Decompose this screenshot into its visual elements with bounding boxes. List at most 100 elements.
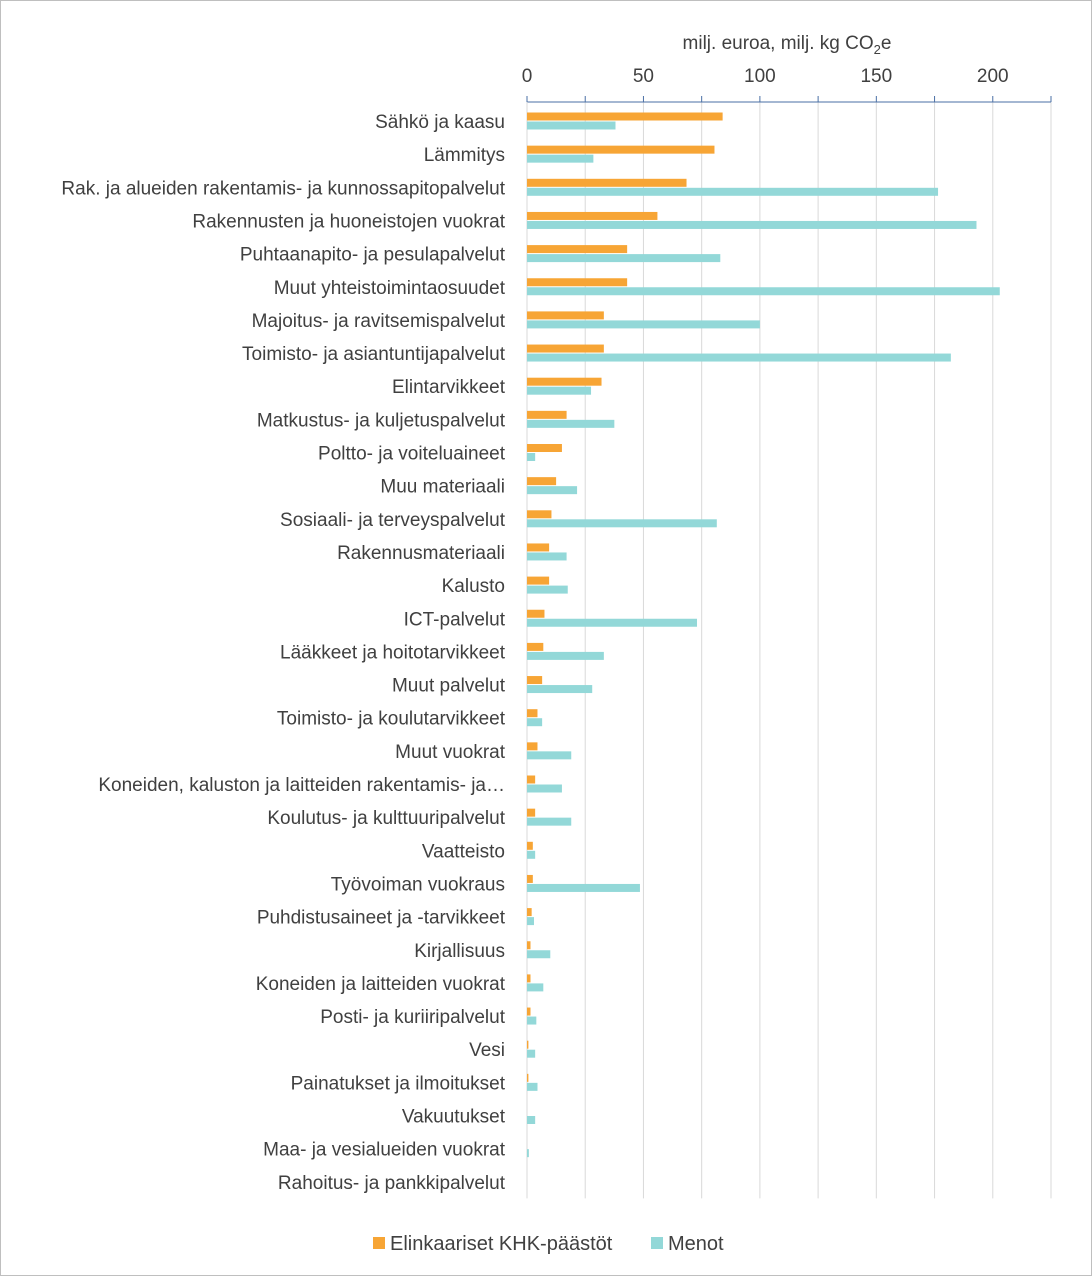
bar-emissions xyxy=(527,145,715,154)
bar-expenses xyxy=(527,817,572,826)
category-label: Koulutus- ja kulttuuripalvelut xyxy=(267,808,505,829)
bar-expenses xyxy=(527,751,572,760)
bar-expenses xyxy=(527,850,536,859)
bar-emissions xyxy=(527,1040,529,1049)
bar-expenses xyxy=(527,552,567,561)
bar-expenses xyxy=(527,254,721,263)
x-tick-label: 100 xyxy=(744,66,776,87)
category-label: Muut palvelut xyxy=(392,676,506,697)
category-label: Rak. ja alueiden rakentamis- ja kunnossa… xyxy=(61,178,505,199)
bar-expenses xyxy=(527,154,594,163)
bar-expenses xyxy=(527,1016,537,1025)
category-label: Työvoiman vuokraus xyxy=(331,874,505,895)
bar-expenses xyxy=(527,386,592,395)
bar-emissions xyxy=(527,410,567,419)
bar-expenses xyxy=(527,287,1000,296)
bar-expenses xyxy=(527,883,640,892)
bar-emissions xyxy=(527,742,538,751)
category-label: Lämmitys xyxy=(424,145,505,166)
x-tick-label: 150 xyxy=(860,66,892,87)
bar-emissions xyxy=(527,278,628,287)
bar-expenses xyxy=(527,618,698,627)
category-label: Majoitus- ja ravitsemispalvelut xyxy=(252,311,506,332)
bar-expenses xyxy=(527,187,939,196)
x-tick-label: 0 xyxy=(522,66,533,87)
category-label: Maa- ja vesialueiden vuokrat xyxy=(263,1140,506,1161)
category-label: Poltto- ja voiteluaineet xyxy=(318,444,506,465)
category-labels: Sähkö ja kaasu Lämmitys Rak. ja alueiden r… xyxy=(61,112,505,1194)
bar-expenses xyxy=(527,121,616,130)
bar-expenses xyxy=(527,718,543,727)
bar-emissions xyxy=(527,609,545,618)
bar-emissions xyxy=(527,775,536,784)
x-tick-label: 200 xyxy=(977,66,1009,87)
bar-emissions xyxy=(527,477,557,486)
category-label: Koneiden, kaluston ja laitteiden rakenta… xyxy=(98,775,505,796)
bar-emissions xyxy=(527,676,543,685)
category-label: Sähkö ja kaasu xyxy=(375,112,505,133)
bar-expenses xyxy=(527,983,544,992)
category-label: Muut vuokrat xyxy=(395,742,506,763)
category-label: Puhtaanapito- ja pesulapalvelut xyxy=(240,245,506,266)
legend-item-emissions: Elinkaariset KHK-päästöt xyxy=(390,1233,613,1255)
bar-expenses xyxy=(527,950,551,959)
category-label: Vesi xyxy=(469,1040,505,1061)
bar-emissions xyxy=(527,941,531,950)
bar-expenses xyxy=(527,519,717,528)
category-label: Elintarvikkeet xyxy=(392,377,506,398)
category-label: Muu materiaali xyxy=(380,477,505,498)
category-label: Muut yhteistoimintaosuudet xyxy=(274,278,506,299)
bar-expenses xyxy=(527,486,578,495)
bar-emissions xyxy=(527,377,602,386)
category-label: Toimisto- ja koulutarvikkeet xyxy=(277,709,506,730)
bar-emissions xyxy=(527,311,604,320)
category-label: Matkustus- ja kuljetuspalvelut xyxy=(257,410,506,431)
category-label: ICT-palvelut xyxy=(404,609,506,630)
bar-emissions xyxy=(527,245,628,254)
category-label: Kalusto xyxy=(442,576,505,597)
bar-emissions xyxy=(527,642,544,651)
legend: Elinkaariset KHK-päästöt Menot xyxy=(373,1233,724,1255)
bar-emissions xyxy=(527,543,550,552)
category-label: Rahoitus- ja pankkipalvelut xyxy=(278,1173,506,1194)
bar-emissions xyxy=(527,1073,529,1082)
bar-expenses xyxy=(527,685,593,694)
x-axis-title: milj. euroa, milj. kg CO2e xyxy=(683,33,892,57)
bar-expenses xyxy=(527,419,615,428)
bar-expenses xyxy=(527,1082,538,1091)
x-tick-label: 50 xyxy=(633,66,654,87)
category-label: Kirjallisuus xyxy=(414,941,505,962)
bar-expenses xyxy=(527,220,977,229)
bar-expenses xyxy=(527,1116,536,1124)
legend-swatch xyxy=(373,1237,385,1249)
bar-expenses xyxy=(527,353,951,362)
bar-expenses xyxy=(527,917,534,926)
bar-emissions xyxy=(527,709,538,718)
legend-item-expenses: Menot xyxy=(668,1233,724,1255)
category-label: Sosiaali- ja terveyspalvelut xyxy=(280,510,506,531)
category-label: Painatukset ja ilmoitukset xyxy=(291,1073,506,1094)
bar-expenses xyxy=(527,320,760,329)
category-label: Vakuutukset xyxy=(402,1107,506,1128)
category-label: Lääkkeet ja hoitotarvikkeet xyxy=(280,642,506,663)
bar-emissions xyxy=(527,178,687,187)
x-axis-ticks: 0 50 100 150 200 xyxy=(522,66,1009,87)
category-label: Vaatteisto xyxy=(422,841,505,862)
bar-emissions xyxy=(527,908,532,917)
bar-expenses xyxy=(527,1149,529,1158)
bar-emissions xyxy=(527,112,723,121)
bar-expenses xyxy=(527,1049,536,1058)
category-label: Toimisto- ja asiantuntijapalvelut xyxy=(242,344,506,365)
category-label: Rakennusten ja huoneistojen vuokrat xyxy=(192,211,505,232)
bar-emissions xyxy=(527,808,536,817)
bar-expenses xyxy=(527,585,568,594)
bar-emissions xyxy=(527,974,531,983)
bar-emissions xyxy=(527,1007,531,1016)
bar-emissions xyxy=(527,841,533,850)
bar-emissions xyxy=(527,444,562,452)
bars xyxy=(527,112,1000,1158)
category-label: Koneiden ja laitteiden vuokrat xyxy=(256,974,506,995)
category-label: Puhdistusaineet ja -tarvikkeet xyxy=(257,908,506,929)
bar-emissions xyxy=(527,344,604,353)
